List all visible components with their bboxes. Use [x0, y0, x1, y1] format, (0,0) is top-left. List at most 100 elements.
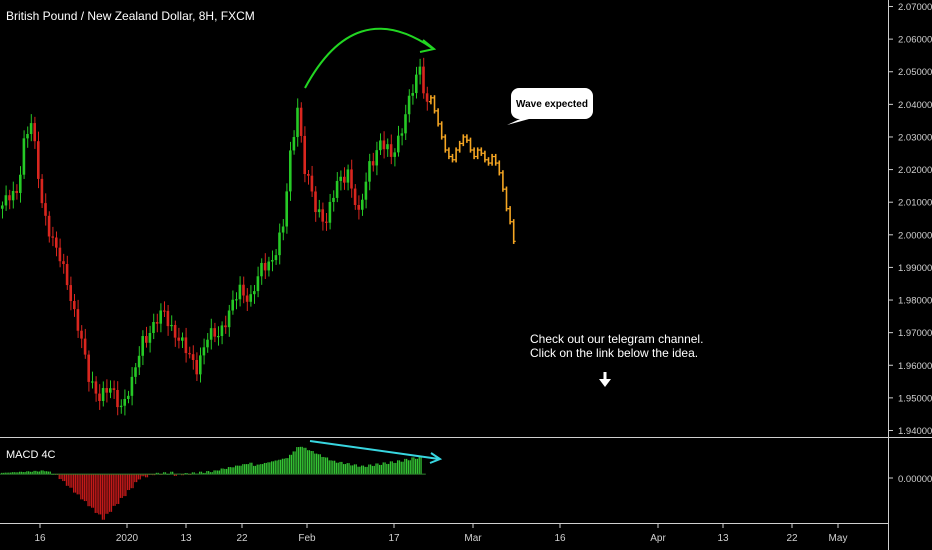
macd-bar	[346, 463, 348, 475]
macd-bar	[373, 465, 375, 475]
candle-body	[321, 209, 324, 222]
macd-bar	[98, 474, 100, 515]
macd-bar	[420, 455, 422, 475]
candle-body	[4, 195, 8, 206]
macd-bar	[69, 474, 71, 488]
candle-body	[177, 337, 180, 341]
macd-bar	[326, 457, 329, 475]
macd-bar	[366, 466, 368, 475]
macd-bar	[204, 472, 206, 475]
macd-bar	[262, 464, 264, 475]
candle-body	[22, 138, 26, 175]
macd-bar	[341, 461, 343, 475]
macd-bar	[103, 474, 105, 520]
macd-bar	[206, 471, 208, 475]
macd-bar	[357, 466, 359, 475]
macd-bar	[305, 447, 307, 475]
macd-bar	[292, 451, 294, 475]
macd-bar	[200, 471, 203, 475]
macd-bar	[400, 461, 402, 475]
speech-bubble[interactable]: Wave expected	[507, 88, 593, 125]
candle-body	[263, 262, 267, 271]
candle-body	[202, 347, 206, 356]
macd-bar	[391, 461, 393, 475]
candle-body	[15, 190, 18, 193]
price-axis[interactable]: 2.07000 2.06000 2.05000 2.04000 2.03000 2.020…	[888, 2, 932, 437]
macd-bar	[125, 474, 127, 497]
macd-bar	[233, 467, 235, 475]
macd-bar	[29, 471, 32, 475]
macd-bar	[119, 474, 122, 498]
macd-bar	[164, 472, 167, 475]
macd-bar	[287, 458, 289, 475]
macd-bar	[238, 465, 240, 475]
candle-body	[159, 310, 162, 324]
candle-body	[357, 205, 360, 210]
macd-bar	[314, 453, 316, 475]
candle-body	[209, 328, 213, 340]
candle-body	[213, 328, 216, 337]
candle-body	[238, 284, 242, 300]
macd-bar	[17, 472, 19, 475]
time-tick-label: 17	[388, 533, 400, 544]
candle-body	[47, 215, 51, 237]
macd-bar	[294, 451, 296, 475]
macd-bar	[71, 474, 73, 488]
macd-bar	[141, 474, 143, 477]
macd-bar	[393, 462, 395, 475]
price-candles	[1, 57, 429, 416]
candle-body	[278, 232, 281, 256]
candle-body	[335, 180, 339, 198]
macd-bar	[92, 474, 95, 508]
macd-bar	[353, 464, 356, 475]
macd-bar	[271, 461, 273, 475]
macd-bar	[240, 465, 242, 475]
candle-body	[292, 137, 296, 151]
macd-bar	[413, 457, 415, 475]
indicator-title[interactable]: MACD 4C	[6, 449, 56, 461]
macd-bar	[199, 471, 201, 475]
candle-body	[51, 236, 54, 238]
price-tick-label: 1.99000	[898, 263, 932, 274]
candle-body	[314, 191, 317, 213]
macd-bar	[242, 464, 244, 475]
candle-body	[137, 355, 141, 368]
macd-bar	[274, 460, 276, 475]
macd-bar	[406, 458, 408, 475]
candle-body	[249, 294, 252, 302]
macd-bar	[137, 474, 140, 480]
macd-bar	[136, 474, 138, 483]
candle-body	[163, 310, 166, 312]
candle-body	[422, 66, 425, 94]
candle-body	[303, 135, 306, 175]
candle-body	[389, 144, 393, 157]
macd-bar	[35, 470, 37, 475]
projected-wave	[428, 95, 516, 244]
candle-body	[69, 285, 72, 301]
curved-arrow-icon[interactable]	[304, 27, 437, 89]
macd-axis[interactable]: 0.00000	[888, 474, 932, 485]
candle-body	[55, 237, 58, 248]
macd-bar	[407, 460, 410, 475]
macd-trend-arrow-icon[interactable]	[309, 440, 443, 464]
macd-bar	[10, 472, 12, 475]
macd-bar	[13, 472, 15, 475]
candle-body	[346, 169, 350, 183]
macd-bar	[173, 474, 176, 476]
candle-body	[101, 388, 105, 401]
macd-bar	[11, 472, 14, 475]
macd-bar	[181, 474, 183, 476]
time-tick-label: 16	[34, 533, 46, 544]
macd-bar	[362, 465, 365, 475]
macd-bar	[182, 474, 185, 476]
macd-bar	[128, 474, 131, 491]
time-axis[interactable]: 16 2020 13 22 Feb 17 Mar 16 Apr 13 22 May	[34, 523, 847, 544]
macd-bar	[109, 474, 111, 512]
macd-bar	[116, 474, 118, 504]
time-tick-label: Apr	[650, 533, 666, 544]
price-tick-label: 1.97000	[898, 328, 932, 339]
macd-bar	[145, 474, 147, 478]
macd-bar	[303, 447, 305, 475]
macd-bar	[22, 472, 24, 475]
macd-bar	[370, 464, 372, 475]
